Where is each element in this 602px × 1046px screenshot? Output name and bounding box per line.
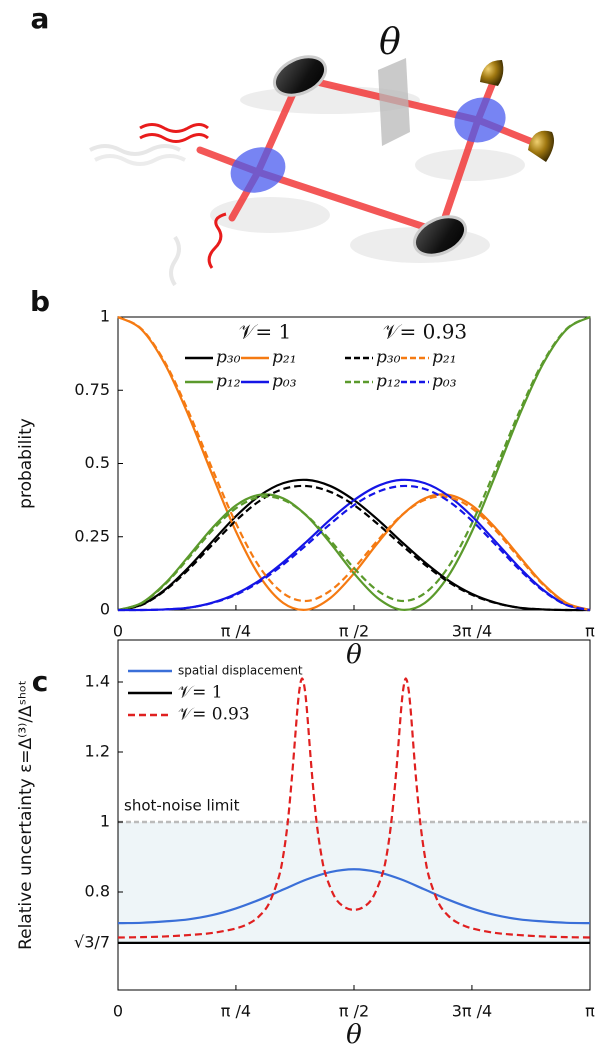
- legend-label: p₀₃: [432, 372, 457, 392]
- series-line: [117, 478, 591, 612]
- series-line: [117, 316, 591, 612]
- x-tick-label: π /4: [221, 622, 251, 641]
- legend-label: p₂₁: [432, 348, 457, 368]
- input-photons: [139, 123, 227, 269]
- legend-label: p₂₁: [272, 348, 297, 368]
- series-line: [117, 315, 591, 612]
- x-tick-label: 3π /4: [452, 1002, 492, 1021]
- x-tick-label: 3π /4: [452, 622, 492, 641]
- y-tick-label: 1: [100, 307, 110, 326]
- y-tick-label: 0.5: [85, 453, 110, 472]
- series-line: [117, 868, 591, 925]
- reference-label: shot-noise limit: [124, 797, 240, 815]
- y-tick-label: √3/7: [74, 932, 110, 951]
- x-tick-label: 0: [113, 622, 123, 641]
- phase-plate: [378, 58, 410, 146]
- y-axis-title: probability: [16, 418, 36, 509]
- mirrors: [272, 55, 468, 257]
- x-tick-label: π /2: [339, 622, 369, 641]
- legend-title: 𝒱= 1: [239, 320, 292, 344]
- legend-label: 𝒱= 1: [178, 683, 223, 703]
- legend-title: 𝒱= 0.93: [383, 320, 467, 344]
- y-tick-label: 1.2: [85, 742, 110, 761]
- x-tick-label: π /4: [221, 1002, 251, 1021]
- detectors: [480, 60, 554, 162]
- y-tick-label: 1.4: [85, 672, 110, 691]
- legend-label: 𝒱= 0.93: [178, 705, 250, 725]
- y-tick-label: 0.75: [74, 380, 110, 399]
- y-axis-title: Relative uncertainty ε=Δ⁽³⁾/Δˢʰᵒᵗ: [16, 680, 36, 950]
- panel-label: b: [30, 285, 50, 318]
- phase-label: θ: [379, 22, 401, 63]
- setup-illustration: [89, 55, 554, 287]
- series-line: [117, 484, 591, 612]
- y-tick-label: 1: [100, 812, 110, 831]
- legend-label: p₃₀: [376, 348, 401, 368]
- beam-splitters: [230, 97, 506, 193]
- x-axis-title: θ: [346, 640, 362, 670]
- y-tick-label: 0.8: [85, 882, 110, 901]
- legend-label: spatial displacement: [178, 664, 303, 678]
- y-tick-label: 0.25: [74, 526, 110, 545]
- x-tick-label: 0: [113, 1002, 123, 1021]
- legend-label: p₁₂: [216, 372, 241, 392]
- x-tick-label: π /2: [339, 1002, 369, 1021]
- legend-label: p₁₂: [376, 372, 401, 392]
- panel-label: a: [31, 2, 50, 35]
- shaded-region: [118, 822, 590, 943]
- y-tick-label: 0: [100, 600, 110, 619]
- legend-label: p₃₀: [216, 348, 241, 368]
- panel-label: c: [32, 665, 49, 698]
- x-tick-label: π: [585, 622, 595, 641]
- x-axis-title: θ: [346, 1020, 362, 1046]
- series-line: [117, 484, 591, 612]
- legend-label: p₀₃: [272, 372, 297, 392]
- x-tick-label: π: [585, 1002, 595, 1021]
